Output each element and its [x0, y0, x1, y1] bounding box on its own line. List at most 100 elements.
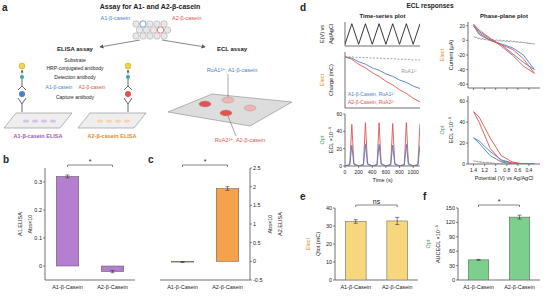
- micelle: [150, 27, 156, 33]
- plot-area: [56, 175, 124, 273]
- hrp: [20, 75, 24, 79]
- y-tick-label: 0: [39, 263, 42, 269]
- line-chart: RuA1²⁺A1-β-Casein, RuA1²⁺A2-β-Casein, Ru…: [345, 52, 420, 108]
- series-label: RuA1²⁺: [401, 68, 418, 74]
- y-tick: [466, 40, 468, 41]
- error-cap: [477, 260, 481, 261]
- y-tick-label: 20: [326, 241, 332, 247]
- panel-letter: f: [423, 191, 427, 202]
- x-tick: [385, 166, 386, 168]
- x-tick: [473, 164, 474, 166]
- y-tick: [466, 25, 468, 26]
- y-axis-label: Elect: [305, 237, 311, 250]
- y-tick-label: 30: [449, 263, 455, 269]
- x-tick: [528, 88, 529, 90]
- y-tick-label: 0: [253, 258, 256, 264]
- panel-letter: b: [3, 154, 9, 165]
- panel-letter: e: [300, 191, 306, 202]
- y-tick-label: 0: [339, 163, 342, 169]
- x-tick-label: A2-β-Casein: [382, 284, 413, 290]
- y-tick: [250, 242, 252, 243]
- y-tick: [343, 166, 345, 167]
- label: RuA2²⁺, A2-β-casein: [215, 137, 266, 143]
- error-cap: [181, 262, 185, 263]
- title: ECL responses: [406, 2, 454, 10]
- y-tick: [456, 222, 458, 223]
- x-tick-label: 0.6: [514, 167, 521, 173]
- arrow: [162, 40, 205, 47]
- y-tick-label: 60: [449, 248, 455, 254]
- plot-area: [345, 123, 420, 166]
- y-tick: [456, 236, 458, 237]
- capture-antibody: [18, 98, 26, 112]
- x-tick-label: A2-β-Casein: [212, 284, 243, 290]
- micelle: [140, 33, 146, 39]
- y-tick: [456, 208, 458, 209]
- micelle: [154, 33, 160, 39]
- well: [41, 119, 47, 122]
- x-tick-label: A2-β-Casein: [504, 284, 535, 290]
- label: Detection antibody: [54, 74, 96, 80]
- x-tick-label: 1: [494, 167, 497, 173]
- y-tick: [333, 280, 335, 281]
- capture-antibody: [124, 98, 132, 112]
- x-tick: [517, 164, 518, 166]
- error-stem: [227, 187, 228, 191]
- series-line: [345, 123, 420, 166]
- arrow: [128, 70, 129, 75]
- y-axis-label: ECL ×10⁻⁵: [328, 127, 334, 154]
- y-tick-label: 40: [326, 205, 332, 211]
- x-axis: [345, 108, 420, 109]
- significance-bracket: [183, 165, 228, 167]
- error-bar: [354, 220, 358, 224]
- error-cap: [354, 223, 358, 224]
- label: A1-β-casein: [101, 15, 130, 21]
- label: RuA1²⁺; A1-β-casein: [207, 67, 258, 73]
- series-line: [474, 112, 535, 164]
- substrate: [125, 63, 131, 69]
- label: HRP-conjugated antibody: [47, 65, 104, 71]
- y-tick-label: 60: [336, 111, 342, 117]
- x-axis-label: Potential (V) vs Ag/AgCl: [475, 175, 534, 181]
- significance: ns: [373, 198, 381, 205]
- x-tick-label: A1-β-Casein: [463, 284, 494, 290]
- error-bar: [111, 270, 115, 272]
- x-tick-label: 0: [344, 169, 347, 175]
- y-tick-label: 2: [253, 184, 256, 190]
- series-line: [474, 138, 535, 164]
- x-axis: [345, 46, 420, 47]
- error-bar: [477, 259, 481, 261]
- y-tick: [333, 244, 335, 245]
- plot-area: [345, 24, 420, 45]
- y-axis-label: Elect: [319, 73, 325, 86]
- x-axis: [45, 280, 135, 281]
- y-axis-label: ECL ×10⁻⁵: [448, 117, 454, 144]
- bar-chart: 0306090120150A1-β-CaseinA2-β-Casein*: [446, 198, 540, 290]
- y-tick-label: 120: [446, 219, 455, 225]
- casein: [125, 91, 131, 97]
- page: {"diagram":{"panel":"a","title":"Assay f…: [0, 0, 546, 304]
- y-axis-label: AUCECL ×10⁻⁵: [435, 225, 441, 263]
- x-axis-label: Time (s): [373, 177, 393, 183]
- error-stem: [67, 175, 68, 178]
- micelle: [154, 21, 160, 27]
- y-tick: [250, 280, 252, 281]
- micelle: [136, 27, 142, 33]
- x-tick: [495, 164, 496, 166]
- error-cap: [111, 272, 115, 273]
- x-tick: [528, 164, 529, 166]
- line-chart: 020040060080010000204060Time (s): [336, 111, 420, 183]
- y-tick: [456, 265, 458, 266]
- series-label: A2-β-Casein, RuA2²⁺: [348, 99, 396, 105]
- y-tick-label: 30: [326, 223, 332, 229]
- series-line: [345, 57, 420, 89]
- detection-antibody: [18, 79, 26, 90]
- label: A2-β-casein: [79, 84, 106, 90]
- arrow: [100, 40, 140, 47]
- y-tick: [466, 84, 468, 85]
- sandwich: [124, 63, 132, 112]
- y-tick: [250, 261, 252, 262]
- series-line: [474, 37, 535, 44]
- error-cap: [477, 259, 481, 260]
- y-axis-label: E(V) vs: [319, 25, 325, 43]
